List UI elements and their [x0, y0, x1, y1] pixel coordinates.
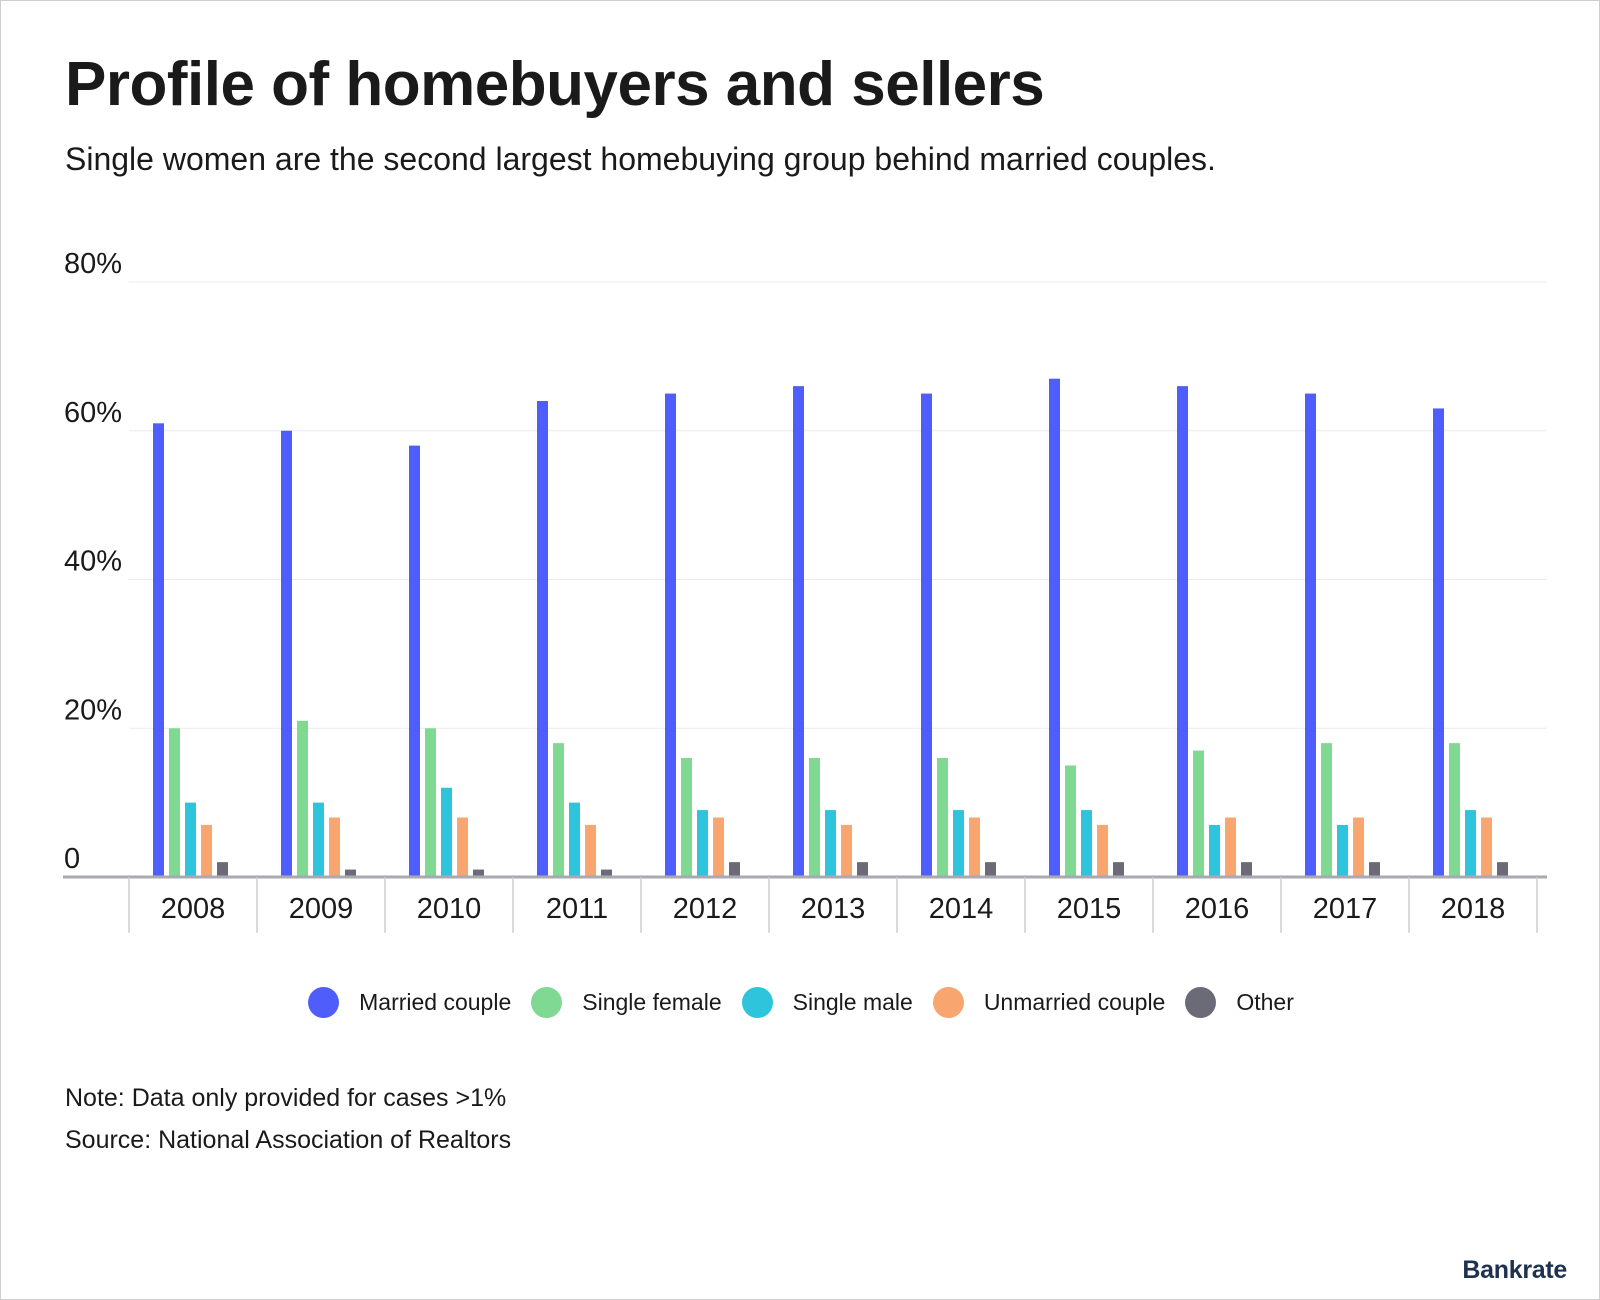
bar-other-2013 [857, 862, 868, 877]
bar-unmarried-couple-2015 [1097, 824, 1108, 877]
y-tick-label: 80% [64, 248, 122, 280]
x-tick-label: 2016 [1185, 893, 1250, 925]
bar-single-male-2013 [825, 810, 836, 877]
legend-swatch [308, 986, 340, 1018]
bar-single-female-2014 [937, 758, 948, 877]
bar-unmarried-couple-2017 [1353, 817, 1364, 877]
bar-married-couple-2010 [409, 445, 420, 877]
gridlines [129, 281, 1547, 729]
legend-item-unmarried-couple: Unmarried couple [932, 986, 1166, 1018]
bar-single-female-2009 [297, 720, 308, 877]
bar-single-female-2008 [169, 728, 180, 877]
bar-single-female-2018 [1449, 743, 1460, 877]
legend-label: Single male [792, 988, 913, 1015]
bar-single-female-2012 [681, 758, 692, 877]
footnote: Note: Data only provided for cases >1% [65, 1084, 507, 1112]
bar-other-2012 [729, 862, 740, 877]
x-tick-label: 2013 [801, 893, 866, 925]
source-note: Source: National Association of Realtors [65, 1126, 512, 1154]
bar-other-2017 [1369, 862, 1380, 877]
bar-other-2016 [1241, 862, 1252, 877]
bar-other-2014 [985, 862, 996, 877]
legend-item-married-couple: Married couple [308, 986, 512, 1018]
bars [153, 378, 1508, 877]
x-axis: 2008 2009 2010 2011 2012 2013 2014 2015 2016 2017… [63, 875, 1547, 933]
legend-label: Single female [582, 988, 722, 1015]
bar-single-female-2016 [1193, 750, 1204, 877]
x-tick-label: 2017 [1313, 893, 1378, 925]
bankrate-logo: Bankrate [1462, 1256, 1567, 1284]
bar-single-female-2010 [425, 728, 436, 877]
x-tick-label: 2008 [161, 893, 226, 925]
chart-subtitle: Single women are the second largest home… [65, 141, 1216, 177]
bar-single-female-2013 [809, 758, 820, 877]
bar-single-female-2015 [1065, 765, 1076, 877]
bar-single-male-2009 [313, 802, 324, 877]
bar-married-couple-2013 [793, 386, 804, 877]
x-tick-label: 2012 [673, 893, 738, 925]
bar-unmarried-couple-2013 [841, 824, 852, 877]
legend-item-single-female: Single female [531, 986, 722, 1018]
bar-single-male-2015 [1081, 810, 1092, 877]
y-tick-label: 40% [64, 546, 122, 578]
bar-other-2008 [217, 862, 228, 877]
x-tick-label: 2018 [1441, 893, 1506, 925]
legend-swatch [1185, 986, 1217, 1018]
legend-label: Married couple [359, 988, 512, 1015]
bar-married-couple-2017 [1305, 393, 1316, 877]
x-tick-label: 2009 [289, 893, 354, 925]
y-tick-label: 60% [64, 397, 122, 429]
bar-unmarried-couple-2010 [457, 817, 468, 877]
bar-married-couple-2015 [1049, 378, 1060, 877]
x-tick-label: 2015 [1057, 893, 1122, 925]
bar-single-male-2016 [1209, 824, 1220, 877]
legend-swatch [741, 986, 773, 1018]
bar-married-couple-2009 [281, 430, 292, 877]
bar-other-2018 [1497, 862, 1508, 877]
bar-other-2010 [473, 869, 484, 877]
bar-single-male-2017 [1337, 824, 1348, 877]
y-tick-label: 20% [64, 694, 122, 726]
bar-unmarried-couple-2018 [1481, 817, 1492, 877]
y-axis-tick-labels: 0 20% 40% 60% 80% [64, 248, 122, 875]
bar-married-couple-2018 [1433, 408, 1444, 877]
bar-married-couple-2012 [665, 393, 676, 877]
x-tick-label: 2014 [929, 893, 994, 925]
legend-swatch [932, 986, 964, 1018]
bar-single-female-2011 [553, 743, 564, 877]
bar-single-male-2012 [697, 810, 708, 877]
legend-swatch [531, 986, 563, 1018]
bar-other-2009 [345, 869, 356, 877]
bar-unmarried-couple-2016 [1225, 817, 1236, 877]
bar-unmarried-couple-2014 [969, 817, 980, 877]
legend: Married couple Single female Single male Un… [1, 982, 1600, 1022]
legend-label: Other [1236, 988, 1294, 1015]
bar-single-male-2010 [441, 787, 452, 877]
bar-unmarried-couple-2008 [201, 824, 212, 877]
bar-married-couple-2014 [921, 393, 932, 877]
legend-item-single-male: Single male [741, 986, 913, 1018]
bar-married-couple-2008 [153, 423, 164, 877]
y-tick-label: 0 [64, 843, 80, 875]
bar-single-male-2014 [953, 810, 964, 877]
x-tick-label: 2010 [417, 893, 482, 925]
bar-married-couple-2016 [1177, 386, 1188, 877]
bar-other-2015 [1113, 862, 1124, 877]
bar-chart: 020%40%60%80% 2008 2009 2010 2011 2012 2013 20… [63, 248, 1547, 933]
bar-unmarried-couple-2009 [329, 817, 340, 877]
bar-unmarried-couple-2011 [585, 824, 596, 877]
chart-title: Profile of homebuyers and sellers [65, 50, 1045, 119]
bar-single-male-2008 [185, 802, 196, 877]
bar-single-female-2017 [1321, 743, 1332, 877]
legend-label: Unmarried couple [983, 988, 1166, 1015]
bar-married-couple-2011 [537, 401, 548, 877]
bar-other-2011 [601, 869, 612, 877]
legend-item-other: Other [1185, 986, 1294, 1018]
bar-unmarried-couple-2012 [713, 817, 724, 877]
bar-single-male-2011 [569, 802, 580, 877]
x-tick-label: 2011 [546, 893, 608, 925]
bar-single-male-2018 [1465, 810, 1476, 877]
